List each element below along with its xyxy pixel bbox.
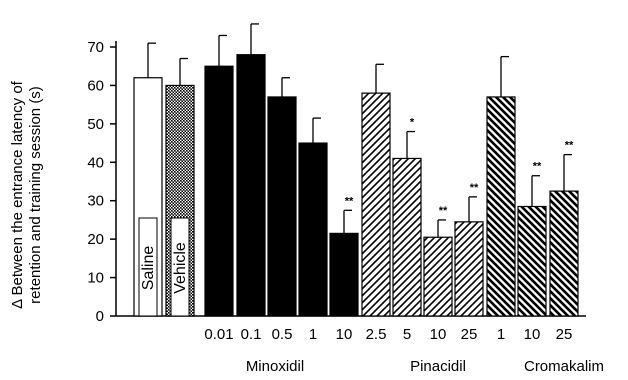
significance-marker: ** xyxy=(533,161,542,173)
y-tick-label: 10 xyxy=(87,270,104,287)
significance-marker: ** xyxy=(565,140,574,152)
significance-marker: ** xyxy=(439,205,448,217)
y-tick-label: 0 xyxy=(96,308,104,325)
x-tick-label: 0.01 xyxy=(204,326,233,343)
x-tick-label: 1 xyxy=(309,326,317,343)
x-tick-label: 10 xyxy=(336,326,353,343)
x-tick-label: 0.5 xyxy=(272,326,293,343)
bar-inner-label-box xyxy=(138,217,158,317)
group-label-pinacidil: Pinacidil xyxy=(410,358,466,375)
y-tick-label: 20 xyxy=(87,231,104,248)
x-tick-label: 25 xyxy=(461,326,478,343)
group-label-minoxidil: Minoxidil xyxy=(246,358,304,375)
bar xyxy=(454,221,484,317)
y-tick-label: 70 xyxy=(87,39,104,56)
x-tick-label: 2.5 xyxy=(366,326,387,343)
bar xyxy=(204,65,234,317)
x-tick-label: 10 xyxy=(430,326,447,343)
bar xyxy=(423,236,453,317)
y-axis-title: Δ Between the entrance latency of retent… xyxy=(9,80,44,308)
bars: Saline Vehicle xyxy=(133,54,579,317)
bar xyxy=(486,96,516,317)
error-bars: *********** xyxy=(147,23,574,238)
bar-inner-label-box xyxy=(170,217,190,317)
group-labels: Minoxidil Pinacidil Cromakalim xyxy=(246,358,604,375)
x-tick-label: 1 xyxy=(497,326,505,343)
y-tick-label: 50 xyxy=(87,116,104,133)
x-tick-label: 10 xyxy=(524,326,541,343)
x-tick-label: 0.1 xyxy=(241,326,262,343)
y-axis-title-line1: Δ Between the entrance latency of xyxy=(9,80,26,308)
y-axis-title-line2: retention and training session (s) xyxy=(27,86,44,304)
bar xyxy=(361,92,391,317)
y-tick-label: 40 xyxy=(87,154,104,171)
x-tick-label: 25 xyxy=(556,326,573,343)
y-tick-label: 30 xyxy=(87,193,104,210)
bar xyxy=(236,54,266,317)
significance-marker: ** xyxy=(470,182,479,194)
y-tick-label: 60 xyxy=(87,77,104,94)
bar xyxy=(549,190,579,317)
bar xyxy=(329,232,359,317)
significance-marker: * xyxy=(410,117,415,129)
bar-inner-label: Saline xyxy=(140,246,157,291)
bar xyxy=(298,142,328,317)
bar-inner-label: Vehicle xyxy=(172,242,189,294)
group-label-cromakalim: Cromakalim xyxy=(524,358,604,375)
x-tick-labels: 0.01 0.1 0.5 1 10 2.5 5 10 25 1 10 25 xyxy=(204,326,572,343)
bar xyxy=(517,205,547,317)
x-tick-label: 5 xyxy=(403,326,411,343)
bar xyxy=(267,96,297,317)
significance-marker: ** xyxy=(345,195,354,207)
bar xyxy=(392,157,422,317)
